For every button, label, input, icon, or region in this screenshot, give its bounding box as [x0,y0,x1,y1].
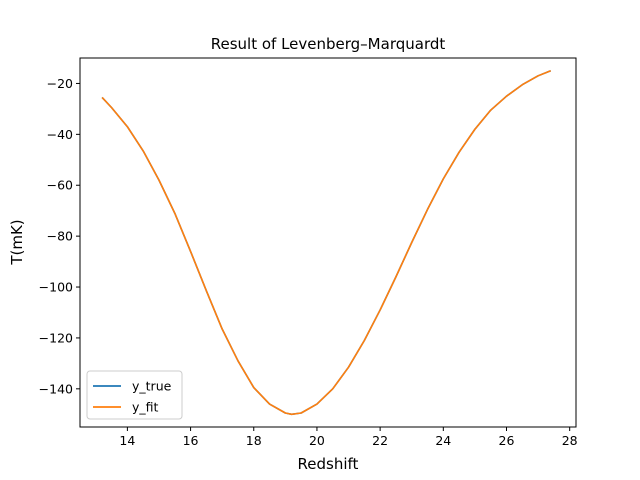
x-tick-label: 16 [183,433,199,448]
y-tick-label: −140 [39,381,73,396]
legend-label-y-true: y_true [132,379,172,394]
y-tick-label: −60 [47,178,73,193]
x-tick-label: 26 [499,433,515,448]
y-tick-label: −20 [47,76,73,91]
axes-frame [79,57,577,428]
series-line-y-fit [101,69,552,416]
y-axis-label: T(mK) [8,219,26,265]
x-tick-label: 18 [246,433,262,448]
y-tick-label: −120 [39,330,73,345]
y-tick-label: −40 [47,127,73,142]
x-tick-label: 14 [119,433,135,448]
y-tick-label: −80 [47,229,73,244]
legend: y_true y_fit [86,370,183,420]
y-axis-ticks: −140 −120 −100 −80 −60 −40 −20 [39,76,80,396]
x-tick-label: 22 [372,433,388,448]
chart-title: Result of Levenberg–Marquardt [211,35,446,53]
series-layer [101,69,552,416]
y-tick-label: −100 [39,280,73,295]
x-axis-ticks: 14 16 18 20 22 24 26 28 [119,427,578,448]
legend-label-y-fit: y_fit [132,400,159,415]
x-axis-label: Redshift [298,455,359,473]
x-tick-label: 28 [562,433,578,448]
x-tick-label: 24 [435,433,451,448]
plot-area [79,57,577,428]
x-tick-label: 20 [309,433,325,448]
